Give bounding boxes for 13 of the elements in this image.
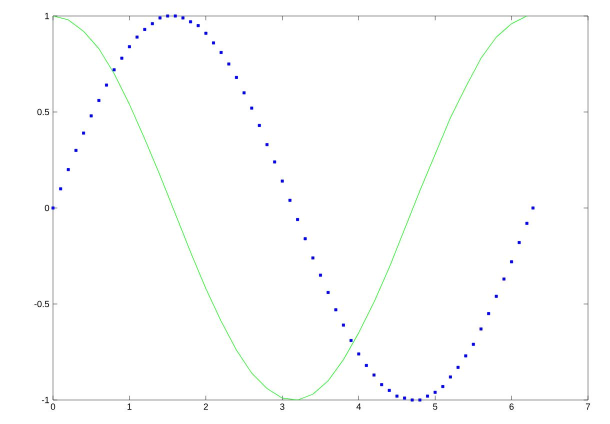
y-tick-label: 0	[44, 204, 50, 212]
x-tick-label: 6	[510, 404, 514, 410]
x-tick-label: 1	[128, 404, 132, 410]
y-tick-label: 1	[45, 12, 50, 20]
x-tick-label: 2	[204, 404, 208, 410]
x-tick-label: 0	[50, 404, 56, 410]
x-tick-label: 7	[586, 404, 590, 410]
x-tick-label: 3	[280, 404, 284, 410]
x-tick-label: 5	[433, 404, 438, 410]
y-tick-label: 0.5	[37, 108, 50, 116]
y-tick-label: -0.5	[34, 300, 50, 308]
y-tick-label: -1	[42, 396, 50, 404]
x-tick-label: 4	[356, 404, 361, 410]
